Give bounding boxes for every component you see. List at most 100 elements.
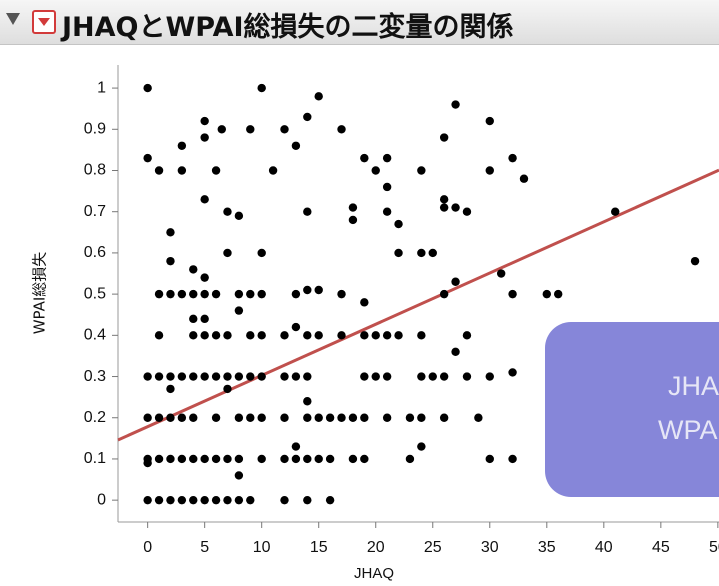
point [280, 413, 289, 422]
point [166, 372, 175, 381]
y-tick-label: 0.1 [84, 450, 106, 467]
point [177, 166, 187, 175]
point [257, 331, 266, 340]
point [211, 454, 221, 464]
y-tick-label: 0.7 [84, 203, 106, 220]
point [348, 203, 358, 212]
point [360, 372, 369, 381]
disclosure-icon[interactable] [6, 13, 20, 25]
point [143, 83, 152, 93]
x-tick-label: 5 [200, 539, 209, 556]
y-tick-label: 0.2 [84, 409, 106, 426]
point [496, 269, 506, 278]
point [223, 384, 232, 394]
point [439, 203, 449, 212]
point [325, 495, 335, 505]
y-tick-label: 0.8 [84, 162, 106, 179]
point [690, 256, 700, 266]
point [143, 413, 152, 422]
point [211, 289, 221, 299]
point [234, 471, 244, 480]
point [189, 265, 198, 274]
point [257, 454, 266, 464]
point [439, 413, 449, 422]
point [428, 372, 437, 381]
point [143, 372, 152, 381]
point [154, 166, 164, 175]
point [280, 495, 289, 505]
point [200, 273, 209, 282]
x-tick-label: 10 [253, 539, 271, 556]
x-tick-label: 40 [595, 539, 613, 556]
point [417, 248, 426, 258]
point [325, 413, 335, 422]
point [189, 331, 198, 340]
point [348, 215, 358, 225]
point [382, 372, 392, 381]
point [417, 331, 426, 340]
point [337, 289, 346, 299]
point [405, 413, 415, 422]
x-tick-label: 45 [652, 539, 670, 556]
point [382, 413, 392, 422]
point [234, 413, 244, 422]
point [200, 195, 209, 204]
x-tick-label: 35 [538, 539, 556, 556]
point [485, 454, 494, 464]
fit-line [117, 168, 719, 442]
point [485, 166, 494, 175]
point [371, 331, 380, 340]
point [143, 153, 152, 163]
point [246, 125, 255, 134]
point [303, 112, 312, 122]
point [223, 248, 232, 258]
point [211, 495, 221, 505]
point [234, 306, 244, 315]
point [154, 454, 164, 464]
point [371, 372, 380, 381]
x-axis-label: JHAQ [354, 565, 394, 582]
y-tick-label: 0.6 [84, 244, 106, 261]
red-triangle-menu[interactable] [32, 10, 56, 34]
point [303, 454, 312, 464]
point [200, 133, 209, 142]
point [291, 289, 301, 299]
point [280, 331, 289, 340]
point [462, 207, 472, 216]
point [211, 331, 221, 340]
point [360, 413, 369, 422]
point [439, 372, 449, 381]
point [211, 372, 221, 381]
point [508, 153, 517, 163]
y-tick-label: 1 [97, 79, 106, 96]
point [154, 495, 164, 505]
point [223, 454, 232, 464]
point [211, 166, 221, 175]
point [348, 413, 358, 422]
point [234, 454, 244, 464]
overlay-box [545, 322, 719, 497]
point [154, 413, 164, 422]
point [177, 141, 187, 150]
point [189, 289, 198, 299]
point [382, 182, 392, 192]
point [554, 289, 563, 299]
point [314, 285, 323, 295]
point [166, 413, 175, 422]
point [166, 289, 175, 299]
point [166, 495, 175, 505]
point [154, 289, 164, 299]
point [143, 458, 152, 468]
point [189, 372, 198, 381]
x-tick-label: 30 [481, 539, 499, 556]
point [394, 219, 403, 229]
point [439, 133, 449, 142]
point [280, 372, 289, 381]
point [303, 372, 312, 381]
point [360, 298, 369, 307]
point [303, 397, 312, 406]
point [451, 100, 460, 109]
point [200, 495, 209, 505]
point [200, 314, 209, 324]
